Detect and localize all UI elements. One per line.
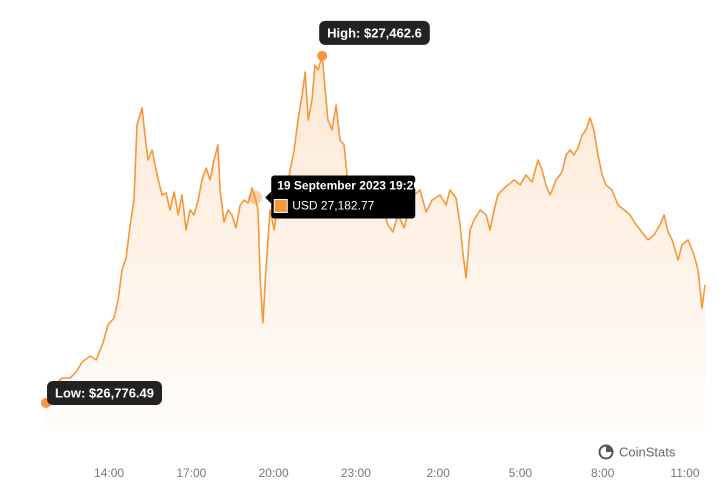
extreme-marker [317, 50, 328, 61]
annotation-box [319, 20, 430, 45]
x-tick-label: 5:00 [509, 466, 533, 480]
tooltip-value: USD 27,182.77 [292, 199, 374, 213]
tooltip-swatch [273, 198, 288, 213]
price-line [45, 55, 706, 404]
hover-point [248, 190, 263, 205]
x-tick-label: 14:00 [94, 466, 124, 480]
brand-icon-slice [606, 445, 613, 452]
annotation-label: High: $27,462.6 [319, 20, 430, 45]
x-tick-label: 20:00 [259, 466, 289, 480]
annotation-text: High: $27,462.6 [327, 25, 422, 40]
x-tick-label: 2:00 [426, 466, 450, 480]
area [46, 55, 705, 431]
x-tick-label: 11:00 [670, 466, 699, 480]
annotation-label: Low: $26,776.49 [47, 380, 162, 405]
x-tick-label: 23:00 [341, 466, 371, 480]
annotation-text: Low: $26,776.49 [55, 385, 154, 400]
tooltip-title: 19 September 2023 19:20 [277, 179, 420, 193]
brand-name: CoinStats [619, 444, 676, 459]
annotation-box [47, 380, 162, 405]
tooltip-box [271, 175, 416, 219]
x-tick-label: 8:00 [591, 466, 615, 480]
x-tick-label: 17:00 [176, 466, 206, 480]
tooltip-pointer [265, 191, 272, 204]
